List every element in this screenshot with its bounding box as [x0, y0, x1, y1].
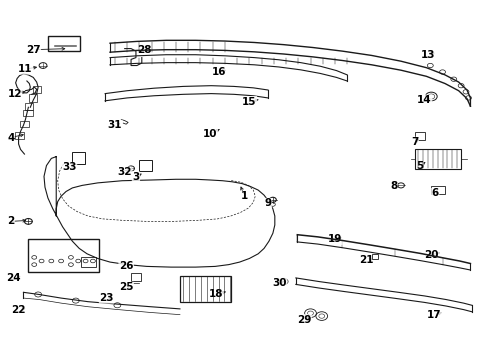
Bar [72, 152, 84, 164]
Text: 20: 20 [423, 250, 438, 260]
Bar [371, 254, 378, 259]
Text: 5: 5 [415, 161, 422, 171]
Text: 33: 33 [62, 162, 77, 172]
Bar [25, 103, 33, 110]
Text: 9: 9 [264, 198, 271, 208]
Bar [180, 276, 231, 302]
Bar [28, 239, 99, 272]
Bar [29, 94, 37, 102]
Bar [20, 121, 29, 127]
Bar [139, 160, 151, 171]
Text: 26: 26 [119, 261, 133, 271]
Text: 28: 28 [137, 45, 151, 55]
Text: 22: 22 [11, 305, 26, 315]
Text: 21: 21 [359, 255, 373, 265]
Text: 6: 6 [431, 188, 438, 198]
Text: 27: 27 [26, 45, 41, 55]
Bar [15, 132, 24, 139]
Text: 31: 31 [107, 120, 122, 130]
Text: 10: 10 [203, 129, 217, 139]
Bar [131, 273, 141, 281]
Text: 3: 3 [132, 172, 139, 182]
Bar [48, 36, 80, 51]
Bar [23, 110, 33, 116]
Text: 8: 8 [389, 181, 396, 192]
Text: 14: 14 [416, 95, 431, 105]
Text: 4: 4 [7, 132, 15, 143]
Text: 1: 1 [241, 191, 247, 201]
Text: 29: 29 [296, 315, 311, 325]
Text: 12: 12 [7, 89, 22, 99]
Bar [430, 186, 444, 194]
Text: 7: 7 [410, 137, 418, 147]
Text: 25: 25 [119, 282, 133, 292]
Text: 2: 2 [7, 216, 14, 226]
Text: 13: 13 [420, 50, 434, 60]
Bar [414, 132, 425, 140]
Bar [414, 149, 460, 169]
Text: 32: 32 [117, 167, 132, 177]
Text: 18: 18 [208, 289, 223, 300]
Text: 16: 16 [211, 67, 226, 77]
Text: 19: 19 [327, 234, 342, 244]
Text: 15: 15 [242, 96, 256, 107]
Text: 11: 11 [18, 64, 33, 74]
Text: 30: 30 [272, 278, 286, 288]
Text: 24: 24 [6, 273, 21, 283]
Bar [81, 257, 96, 267]
Text: 17: 17 [426, 310, 441, 320]
Bar [33, 86, 41, 93]
Text: 23: 23 [99, 293, 114, 303]
